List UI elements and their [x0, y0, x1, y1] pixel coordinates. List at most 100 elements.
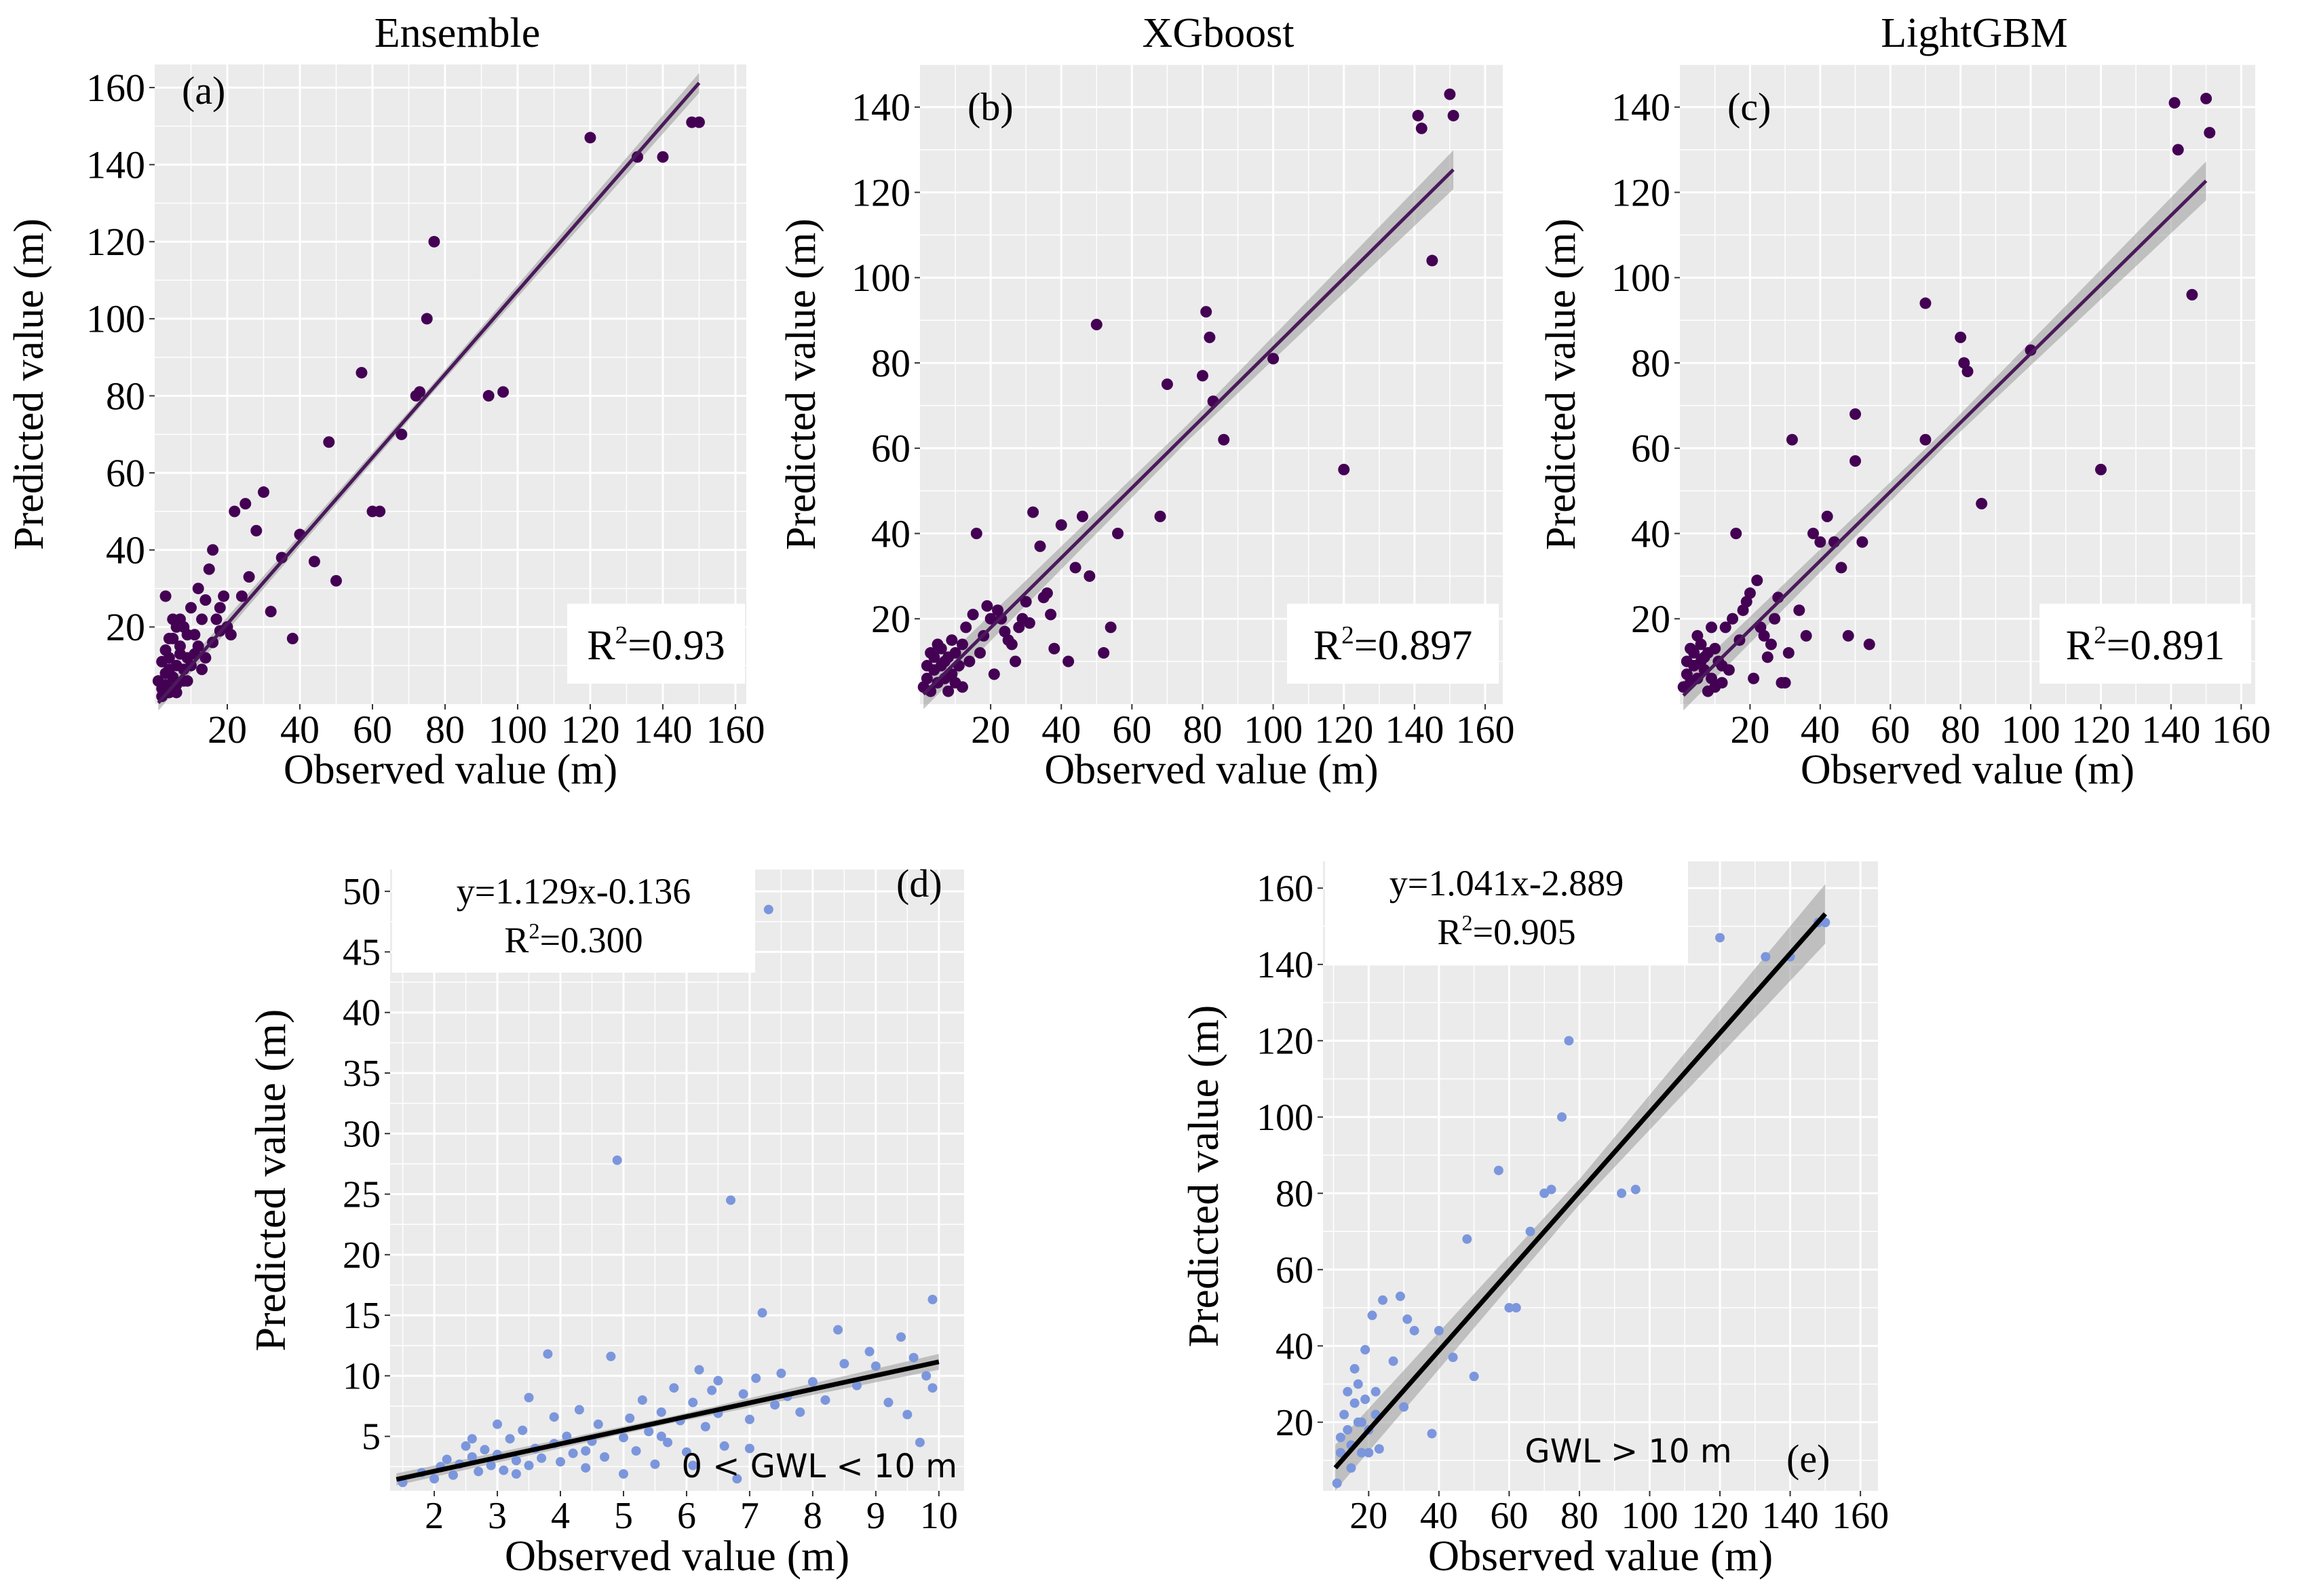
data-point [396, 428, 408, 440]
y-tick-label: 30 [343, 1113, 381, 1155]
data-point [1402, 1314, 1413, 1324]
data-point [196, 613, 208, 625]
data-point [330, 575, 342, 587]
x-tick-label: 140 [1385, 707, 1444, 752]
data-point [1444, 88, 1456, 100]
data-point [631, 1446, 641, 1456]
data-point [1849, 408, 1862, 421]
r2-annotation-value: =0.300 [540, 920, 643, 960]
data-point [181, 629, 193, 641]
x-tick-label: 160 [1832, 1495, 1889, 1537]
data-point [308, 556, 320, 568]
y-tick-label: 120 [1611, 170, 1670, 214]
data-point [902, 1409, 913, 1420]
data-point [218, 590, 230, 602]
chart-title: Ensemble [375, 10, 541, 56]
data-point [751, 1373, 761, 1383]
gridlines [155, 64, 746, 704]
data-point [482, 390, 495, 402]
data-points [398, 904, 938, 1487]
data-point [1539, 1188, 1550, 1199]
panel-label: (b) [967, 85, 1014, 129]
data-point [1695, 638, 1707, 650]
x-tick-label: 60 [1871, 707, 1910, 752]
data-point [2186, 288, 2198, 300]
data-point [938, 655, 951, 667]
data-point [1434, 1325, 1444, 1336]
data-point [870, 1361, 881, 1371]
r2-annotation-sup: 2 [529, 919, 539, 943]
y-tick-label: 40 [1276, 1325, 1314, 1367]
data-point [688, 1397, 698, 1407]
data-point [681, 1447, 691, 1457]
data-point [942, 685, 955, 697]
data-point [967, 608, 979, 621]
data-point [1557, 1112, 1567, 1122]
data-point [1360, 1344, 1371, 1355]
r2-box [1287, 604, 1499, 684]
x-axis-label: Observed value (m) [1428, 1532, 1773, 1580]
y-tick-label: 60 [1276, 1249, 1314, 1291]
fit-line [1333, 912, 1827, 1470]
data-point [956, 638, 968, 650]
gridlines [390, 870, 964, 1491]
data-point [864, 1346, 875, 1357]
x-tick-label: 40 [280, 707, 320, 752]
data-point [185, 602, 197, 614]
y-axis-label: Predicted value (m) [1179, 1005, 1227, 1348]
y-tick-label: 120 [1257, 1020, 1314, 1062]
data-point [199, 594, 212, 606]
x-tick-label: 6 [677, 1495, 696, 1537]
data-point [606, 1351, 616, 1361]
data-point [1346, 1463, 1356, 1473]
data-point [2094, 463, 2107, 475]
data-point [524, 1393, 534, 1403]
x-tick-label: 8 [803, 1495, 822, 1537]
data-point [257, 486, 269, 499]
data-point [448, 1470, 458, 1480]
data-point [2204, 127, 2216, 139]
x-tick-label: 80 [1183, 707, 1222, 752]
data-point [1367, 1310, 1377, 1321]
data-point [1338, 463, 1350, 475]
x-tick-label: 20 [971, 707, 1010, 752]
data-point [1769, 612, 1781, 625]
data-point [1360, 1395, 1371, 1405]
data-point [763, 904, 773, 914]
data-point [543, 1349, 553, 1359]
data-point [1698, 651, 1710, 663]
x-tick-label: 10 [920, 1495, 958, 1537]
data-point [1776, 677, 1788, 689]
equation-box [1325, 856, 1688, 965]
data-point [656, 1407, 666, 1417]
y-tick-label: 40 [1631, 511, 1670, 556]
data-point [518, 1425, 528, 1435]
x-tick-label: 60 [1112, 707, 1151, 752]
y-tick-label: 20 [1276, 1402, 1314, 1444]
data-point [593, 1419, 603, 1429]
data-point [732, 1474, 742, 1484]
data-point [581, 1463, 591, 1473]
data-point [970, 528, 982, 540]
data-point [1976, 498, 1988, 510]
data-point [1727, 612, 1739, 625]
data-point [921, 659, 933, 672]
data-point [669, 1383, 679, 1393]
data-point [1447, 109, 1459, 121]
data-point [770, 1400, 780, 1410]
data-point [1356, 1447, 1366, 1458]
data-point [1353, 1417, 1363, 1427]
data-point [442, 1454, 452, 1464]
data-point [1084, 570, 1096, 582]
y-tick-label: 100 [86, 297, 145, 341]
data-point [374, 505, 386, 518]
data-point [229, 505, 241, 518]
data-point [1835, 562, 1847, 574]
data-point [486, 1460, 496, 1471]
r2-annotation-r: R [504, 920, 529, 960]
data-point [839, 1359, 849, 1369]
data-point [744, 1443, 754, 1454]
y-tick-label: 120 [86, 220, 145, 264]
fit-line [396, 1359, 940, 1482]
r2-annotation: R2=0.891 [2066, 621, 2225, 669]
